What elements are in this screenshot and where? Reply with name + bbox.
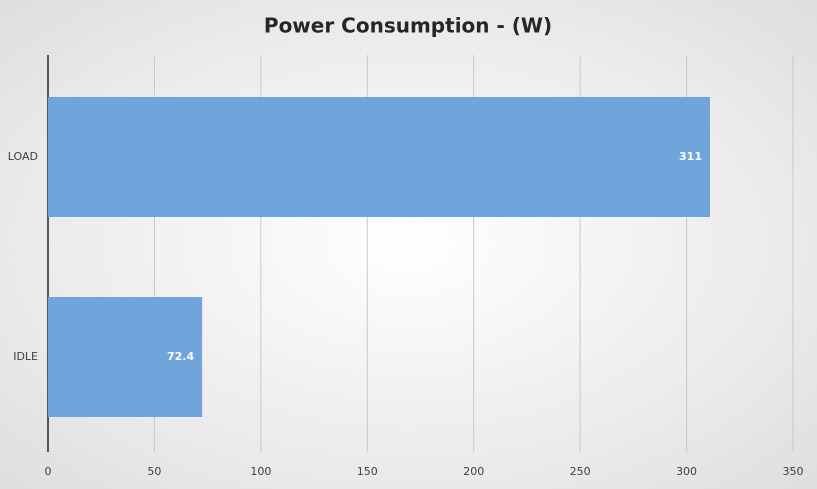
bar bbox=[48, 97, 710, 217]
chart-title: Power Consumption - (W) bbox=[264, 14, 552, 38]
data-label: 72.4 bbox=[167, 350, 194, 363]
x-tick-label: 150 bbox=[357, 465, 378, 478]
x-tick-label: 300 bbox=[676, 465, 697, 478]
bar bbox=[48, 297, 203, 417]
x-tick-label: 50 bbox=[147, 465, 161, 478]
x-tick-label: 200 bbox=[463, 465, 484, 478]
data-label: 311 bbox=[679, 150, 702, 163]
x-tick-label: 350 bbox=[783, 465, 804, 478]
x-tick-label: 100 bbox=[250, 465, 271, 478]
x-tick-label: 250 bbox=[570, 465, 591, 478]
y-tick-label: IDLE bbox=[13, 350, 38, 363]
y-tick-label: LOAD bbox=[8, 150, 38, 163]
x-tick-label: 0 bbox=[45, 465, 52, 478]
